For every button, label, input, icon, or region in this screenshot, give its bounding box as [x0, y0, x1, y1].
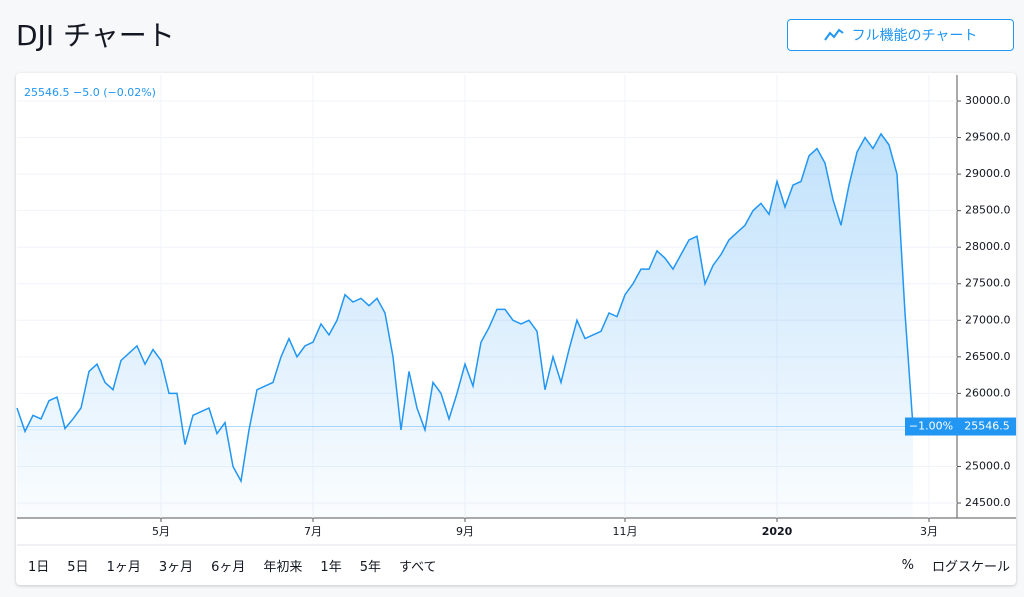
y-tick-label: 30000.0 [965, 94, 1011, 107]
range-button[interactable]: 5日 [67, 559, 89, 575]
chart-icon [823, 28, 844, 41]
log-scale-toggle[interactable]: ログスケール [931, 559, 1010, 575]
x-tick-label: 7月 [304, 525, 322, 538]
range-button[interactable]: すべて [398, 559, 437, 575]
y-tick-label: 28500.0 [965, 204, 1011, 217]
percent-toggle[interactable]: % [901, 557, 914, 573]
price-tag [957, 417, 1016, 436]
button-label: フル機能のチャート [851, 28, 978, 44]
page-title: DJI チャート [16, 19, 175, 52]
y-tick-label: 26000.0 [965, 386, 1011, 399]
x-tick-label: 2020 [762, 525, 793, 538]
y-tick-label: 29000.0 [965, 167, 1011, 180]
y-tick-label: 24500.0 [965, 496, 1011, 509]
area [17, 133, 913, 518]
full-chart-button[interactable]: フル機能のチャート [787, 19, 1014, 51]
y-tick-label: 25000.0 [965, 459, 1011, 472]
change-label: −1.00% [909, 420, 953, 433]
range-button[interactable]: 1日 [28, 559, 50, 575]
range-button[interactable]: 3ヶ月 [158, 559, 194, 575]
legend-text: 25546.5 −5.0 (−0.02%) [24, 86, 156, 99]
range-button[interactable]: 1ヶ月 [106, 559, 141, 575]
toolbar: 1日 5日 1ヶ月 3ヶ月 6ヶ月 年初来 1年 5年 すべて% ログスケール [16, 545, 1016, 585]
price-label: 25546.5 [964, 420, 1010, 433]
range-button[interactable]: 5年 [359, 559, 381, 575]
x-tick-label: 3月 [920, 525, 938, 538]
x-tick-label: 9月 [456, 525, 474, 538]
line [16, 132, 914, 484]
y-tick-label: 27500.0 [965, 277, 1011, 290]
change-tag [905, 417, 957, 436]
range-button[interactable]: 1年 [320, 559, 342, 575]
range-button[interactable]: 年初来 [263, 559, 303, 575]
y-tick-label: 26500.0 [965, 350, 1011, 363]
x-tick-label: 5月 [152, 525, 170, 538]
y-tick-label: 27000.0 [965, 313, 1011, 326]
y-tick-label: 28000.0 [965, 240, 1011, 253]
x-tick-label: 11月 [613, 525, 638, 538]
range-button[interactable]: 6ヶ月 [211, 559, 246, 575]
y-tick-label: 29500.0 [965, 131, 1011, 144]
